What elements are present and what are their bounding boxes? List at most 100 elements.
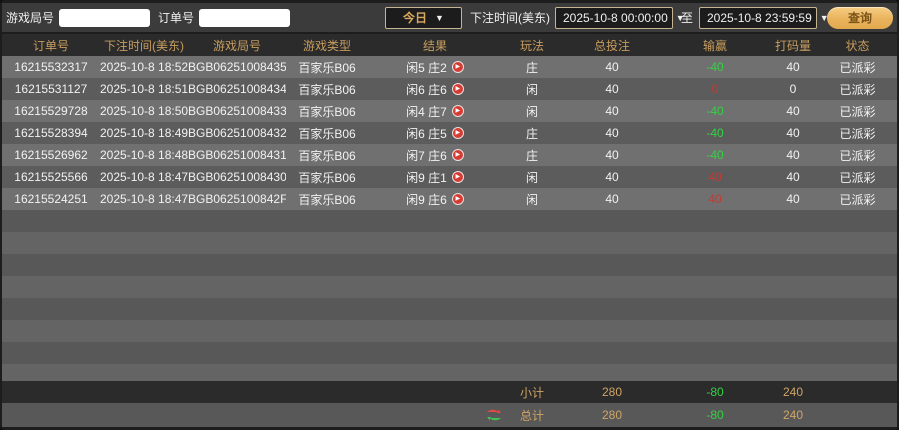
order-no: 16215529728 — [14, 104, 88, 118]
total-bet: 40 — [605, 148, 619, 162]
subtotal-rolling: 240 — [782, 385, 804, 399]
result-text: 闲6 庄5 — [406, 126, 447, 141]
total-bet: 40 — [605, 126, 619, 140]
play-video-icon[interactable]: ▶ — [451, 61, 464, 73]
rolling-amount: 40 — [786, 60, 800, 74]
status-badge: 已派彩 — [839, 60, 876, 75]
order-no: 16215532317 — [14, 60, 88, 74]
col-header-round: 游戏局号 — [212, 38, 261, 53]
bet-time-label: 下注时间(美东) — [469, 11, 550, 25]
total-row: 总计 280 -80 240 — [2, 403, 897, 427]
col-header-game-type: 游戏类型 — [302, 38, 351, 53]
table-row: 16215528394 2025-10-8 18:49 BGB062510084… — [2, 122, 897, 144]
play-video-icon[interactable]: ▶ — [451, 193, 464, 205]
game-type: 百家乐B06 — [298, 104, 356, 119]
col-header-status: 状态 — [845, 38, 870, 53]
rolling-amount: 0 — [789, 82, 797, 96]
col-header-result: 结果 — [422, 38, 447, 53]
win-loss: 0 — [711, 82, 719, 96]
bet-time: 2025-10-8 18:47 — [100, 170, 188, 184]
result-cell: 闲9 庄6 ▶ — [368, 191, 502, 208]
play-type: 闲 — [525, 82, 538, 97]
play-video-icon[interactable]: ▶ — [451, 149, 464, 161]
empty-rows-area — [2, 210, 897, 381]
total-bet: 40 — [605, 170, 619, 184]
play-video-icon[interactable]: ▶ — [451, 83, 464, 95]
table-row: 16215531127 2025-10-8 18:51 BGB062510084… — [2, 78, 897, 100]
chevron-down-icon: ▼ — [819, 12, 829, 23]
bet-time: 2025-10-8 18:52 — [100, 60, 188, 74]
bet-time: 2025-10-8 18:49 — [100, 126, 188, 140]
status-badge: 已派彩 — [839, 82, 876, 97]
rolling-amount: 40 — [786, 170, 800, 184]
rolling-amount: 40 — [786, 148, 800, 162]
result-text: 闲4 庄7 — [406, 104, 447, 119]
query-button[interactable]: 查询 — [827, 6, 893, 29]
bet-time: 2025-10-8 18:47 — [100, 192, 188, 206]
game-type: 百家乐B06 — [298, 82, 356, 97]
chevron-down-icon: ▼ — [675, 12, 685, 23]
result-text: 闲6 庄6 — [406, 82, 447, 97]
game-type: 百家乐B06 — [298, 126, 356, 141]
result-text: 闲7 庄6 — [406, 148, 447, 163]
win-loss: -40 — [706, 126, 724, 140]
date-from-value: 2025-10-8 00:00:00 — [562, 10, 668, 25]
game-type: 百家乐B06 — [298, 60, 356, 75]
col-header-order: 订单号 — [32, 38, 69, 53]
game-round-input[interactable] — [59, 8, 151, 27]
play-type: 闲 — [525, 192, 538, 207]
total-total-bet: 280 — [601, 408, 623, 422]
round-no: BGB06251008434 — [188, 82, 286, 96]
order-no: 16215526962 — [14, 148, 88, 162]
result-cell: 闲6 庄5 ▶ — [368, 125, 502, 142]
round-no: BGB0625100842F — [188, 192, 286, 206]
status-badge: 已派彩 — [839, 126, 876, 141]
status-badge: 已派彩 — [839, 148, 876, 163]
chevron-down-icon: ▼ — [435, 12, 444, 23]
order-no: 16215528394 — [14, 126, 88, 140]
game-round-label: 游戏局号 — [6, 11, 55, 25]
play-video-icon[interactable]: ▶ — [451, 171, 464, 183]
date-to-select[interactable]: 2025-10-8 23:59:59 ▼ — [699, 6, 829, 29]
subtotal-label: 小计 — [519, 385, 544, 400]
bet-time: 2025-10-8 18:48 — [100, 148, 188, 162]
status-badge: 已派彩 — [839, 170, 876, 185]
col-header-win-loss: 输赢 — [702, 38, 727, 53]
play-type: 闲 — [525, 104, 538, 119]
rolling-amount: 40 — [786, 126, 800, 140]
win-loss: 40 — [708, 170, 722, 184]
round-no: BGB06251008431 — [188, 148, 286, 162]
win-loss: 40 — [708, 192, 722, 206]
result-text: 闲9 庄6 — [406, 192, 447, 207]
order-no: 16215525566 — [14, 170, 88, 184]
col-header-total-bet: 总投注 — [593, 38, 630, 53]
period-select[interactable]: 今日 ▼ — [384, 6, 462, 29]
order-no: 16215524251 — [14, 192, 88, 206]
rolling-amount: 40 — [786, 192, 800, 206]
game-type: 百家乐B06 — [298, 170, 356, 185]
date-from-select[interactable]: 2025-10-8 00:00:00 ▼ — [554, 6, 685, 29]
play-video-icon[interactable]: ▶ — [451, 127, 464, 139]
total-rolling: 240 — [782, 408, 804, 422]
win-loss: -40 — [706, 104, 724, 118]
bet-time: 2025-10-8 18:51 — [100, 82, 188, 96]
table-row: 16215532317 2025-10-8 18:52 BGB062510084… — [2, 56, 897, 78]
result-cell: 闲7 庄6 ▶ — [368, 147, 502, 164]
subtotal-row: 小计 280 -80 240 — [2, 381, 897, 403]
subtotal-win-loss: -80 — [706, 385, 724, 399]
rolling-amount: 40 — [786, 104, 800, 118]
order-no-label: 订单号 — [158, 11, 195, 25]
col-header-rolling: 打码量 — [774, 38, 811, 53]
total-label: 总计 — [519, 408, 544, 423]
order-no-input[interactable] — [199, 8, 291, 27]
play-video-icon[interactable]: ▶ — [451, 105, 464, 117]
play-type: 闲 — [525, 170, 538, 185]
date-to-value: 2025-10-8 23:59:59 — [707, 10, 812, 25]
result-cell: 闲9 庄1 ▶ — [368, 169, 502, 186]
play-type: 庄 — [525, 60, 538, 75]
win-loss: -40 — [706, 148, 724, 162]
play-type: 庄 — [525, 126, 538, 141]
total-bet: 40 — [605, 192, 619, 206]
swap-arrows-icon[interactable] — [486, 408, 502, 422]
table-row: 16215524251 2025-10-8 18:47 BGB062510084… — [2, 188, 897, 210]
